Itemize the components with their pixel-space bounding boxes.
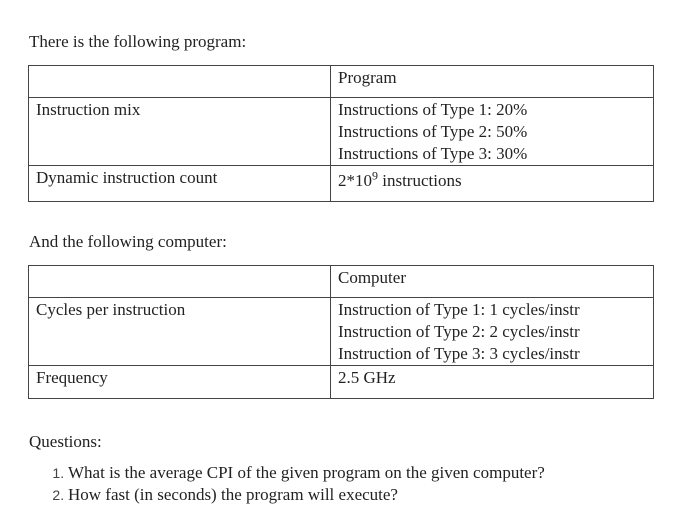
program-table-header-empty — [28, 65, 331, 98]
cpi-label: Cycles per instruction — [28, 297, 331, 366]
computer-table-header-empty — [28, 265, 331, 298]
instruction-mix-values: Instructions of Type 1: 20% Instructions… — [330, 97, 654, 166]
instruction-count-label: Dynamic instruction count — [28, 165, 331, 202]
question-2: How fast (in seconds) the program will e… — [68, 484, 545, 506]
cpi-row: Cycles per instruction Instruction of Ty… — [28, 297, 654, 366]
questions-heading: Questions: — [29, 432, 102, 451]
frequency-label: Frequency — [28, 365, 331, 399]
instruction-mix-label: Instruction mix — [28, 97, 331, 166]
program-table-header-row: Program — [28, 65, 654, 98]
instruction-mix-row: Instruction mix Instructions of Type 1: … — [28, 97, 654, 166]
instruction-mix-type-2: Instructions of Type 2: 50% — [338, 122, 528, 141]
instruction-count-row: Dynamic instruction count 2*109 instruct… — [28, 165, 654, 202]
cpi-type-2: Instruction of Type 2: 2 cycles/instr — [338, 322, 580, 341]
instruction-count-base: 2*10 — [338, 171, 372, 190]
instruction-count-value: 2*109 instructions — [330, 165, 654, 202]
questions-list: What is the average CPI of the given pro… — [26, 462, 545, 506]
instruction-mix-type-1: Instructions of Type 1: 20% — [338, 100, 528, 119]
instruction-count-suffix: instructions — [378, 171, 462, 190]
computer-intro: And the following computer: — [29, 232, 227, 251]
frequency-value: 2.5 GHz — [330, 365, 654, 399]
computer-table-header-row: Computer — [28, 265, 654, 298]
frequency-row: Frequency 2.5 GHz — [28, 365, 654, 399]
cpi-type-1: Instruction of Type 1: 1 cycles/instr — [338, 300, 580, 319]
program-intro: There is the following program: — [29, 32, 247, 51]
instruction-mix-type-3: Instructions of Type 3: 30% — [338, 144, 528, 163]
computer-table-header: Computer — [330, 265, 654, 298]
program-table: Program Instruction mix Instructions of … — [28, 65, 654, 202]
question-1: What is the average CPI of the given pro… — [68, 462, 545, 484]
cpi-type-3: Instruction of Type 3: 3 cycles/instr — [338, 344, 580, 363]
instruction-count-exponent: 9 — [372, 168, 378, 183]
computer-table: Computer Cycles per instruction Instruct… — [28, 265, 654, 399]
cpi-values: Instruction of Type 1: 1 cycles/instr In… — [330, 297, 654, 366]
program-table-header: Program — [330, 65, 654, 98]
